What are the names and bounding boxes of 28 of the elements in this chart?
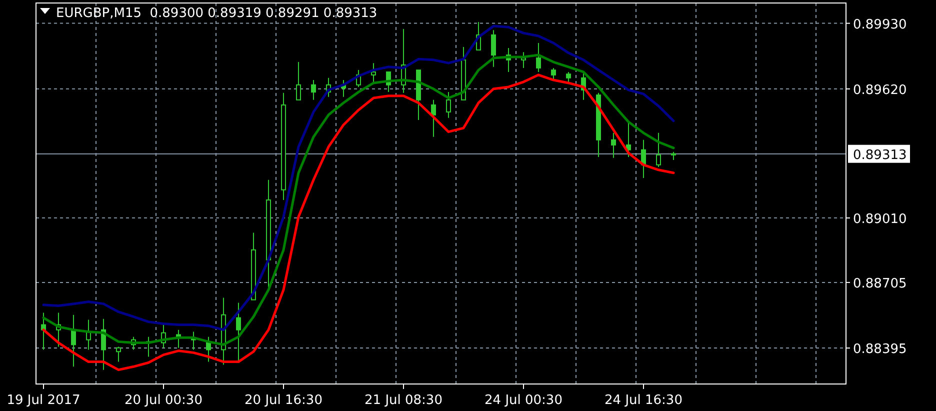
ref-line-label: 0.89313	[853, 148, 907, 163]
candlestick	[551, 67, 556, 81]
chart-title: EURGBP,M15 0.89300 0.89319 0.89291 0.89313	[56, 6, 378, 21]
x-tick-label: 19 Jul 2017	[6, 393, 80, 408]
candlestick	[521, 52, 526, 68]
x-tick-label: 20 Jul 16:30	[244, 393, 322, 408]
x-tick-label: 21 Jul 08:30	[364, 393, 442, 408]
candlestick	[626, 121, 631, 158]
y-tick-label: 0.88705	[853, 276, 907, 292]
candlestick	[536, 42, 541, 72]
candlestick	[371, 62, 376, 82]
candlestick	[296, 62, 301, 100]
x-tick-label: 24 Jul 00:30	[484, 393, 562, 408]
candlestick	[656, 132, 661, 168]
x-tick-label: 20 Jul 00:30	[124, 393, 202, 408]
y-tick-label: 0.89010	[853, 212, 907, 227]
candlestick	[446, 92, 451, 118]
candlestick	[236, 302, 241, 362]
y-tick-label: 0.89930	[853, 17, 907, 32]
x-tick-label: 24 Jul 16:30	[604, 393, 682, 408]
candlestick	[566, 71, 571, 82]
candlestick	[611, 132, 616, 158]
y-tick-label: 0.88395	[853, 342, 907, 358]
candlestick	[116, 346, 121, 362]
candlestick	[311, 80, 316, 100]
y-tick-label: 0.89620	[853, 82, 907, 98]
candlestick	[491, 30, 496, 68]
candlestick	[431, 99, 436, 138]
